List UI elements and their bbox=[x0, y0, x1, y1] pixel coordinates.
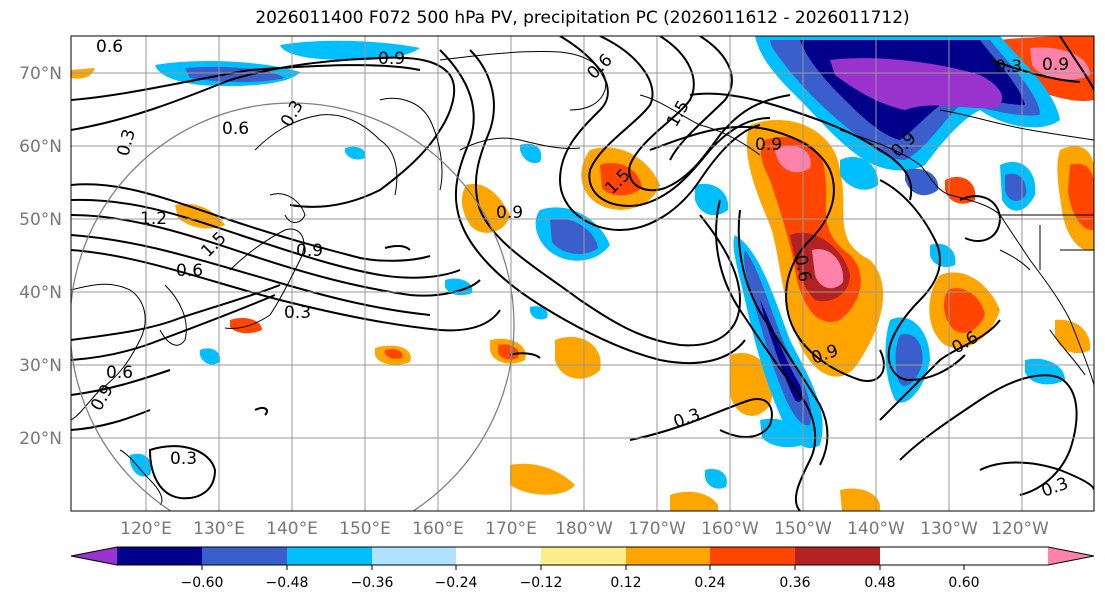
lat-label: 50°N bbox=[19, 210, 62, 230]
map-title: 2026011400 F072 500 hPa PV, precipitatio… bbox=[255, 8, 910, 28]
pv-label: 0.6 bbox=[106, 363, 133, 383]
colorbar-tick-label: 0.12 bbox=[610, 575, 641, 591]
lat-label: 70°N bbox=[19, 64, 62, 84]
lat-label: 30°N bbox=[19, 356, 62, 376]
pv-label: 0.3 bbox=[170, 449, 197, 469]
lon-label: 140°W bbox=[847, 519, 905, 539]
pv-label: 0.9 bbox=[378, 49, 405, 69]
colorbar-segment bbox=[287, 547, 372, 565]
lon-label: 160°W bbox=[701, 519, 759, 539]
latitude-axis: 70°N 60°N 50°N 40°N 30°N 20°N bbox=[19, 64, 62, 449]
lon-label: 170°E bbox=[485, 519, 537, 539]
colorbar-tick-label: 0.36 bbox=[779, 575, 810, 591]
pv-label: 0.3 bbox=[995, 57, 1022, 77]
pv-label: 0.6 bbox=[176, 261, 203, 281]
coastlines bbox=[71, 51, 1094, 506]
colorbar-segment bbox=[202, 547, 287, 565]
colorbar-ticks bbox=[201, 565, 965, 570]
lon-label: 150°W bbox=[774, 519, 832, 539]
colorbar-tick-label: −0.12 bbox=[520, 575, 563, 591]
colorbar-segment bbox=[626, 547, 710, 565]
lat-label: 20°N bbox=[19, 429, 62, 449]
precip-positive-shading bbox=[71, 36, 1094, 511]
colorbar-segment bbox=[117, 547, 202, 565]
map-frame bbox=[70, 35, 1095, 512]
pv-label: 0.6 bbox=[790, 253, 814, 283]
colorbar-tick-label: 0.48 bbox=[864, 575, 895, 591]
colorbar-tick-label: −0.24 bbox=[435, 575, 478, 591]
pv-contours bbox=[71, 36, 1094, 511]
pv-label: 0.9 bbox=[755, 135, 782, 155]
colorbar-tick-label: 0.60 bbox=[948, 575, 979, 591]
colorbar-extend-low bbox=[71, 547, 117, 565]
map-content: 0.6 0.9 0.3 0.6 0.3 0.9 1.2 1.5 0.6 0.9 … bbox=[71, 36, 1094, 511]
lon-label: 130°W bbox=[920, 519, 978, 539]
colorbar-extend-high bbox=[1048, 547, 1094, 565]
graticule bbox=[71, 36, 1094, 511]
colorbar-segment bbox=[456, 547, 541, 565]
colorbar-tick-label: −0.60 bbox=[181, 575, 224, 591]
range-circle bbox=[71, 102, 515, 511]
lon-label: 130°E bbox=[193, 519, 245, 539]
lon-label: 120°E bbox=[120, 519, 172, 539]
lon-label: 160°E bbox=[412, 519, 464, 539]
lon-label: 150°E bbox=[339, 519, 391, 539]
colorbar-tick-label: 0.24 bbox=[694, 575, 725, 591]
pv-label: 0.3 bbox=[284, 303, 311, 323]
colorbar-segment bbox=[372, 547, 456, 565]
lat-label: 40°N bbox=[19, 283, 62, 303]
colorbar-outline bbox=[70, 546, 1095, 566]
colorbar-tick-label: −0.48 bbox=[266, 575, 309, 591]
lon-label: 170°W bbox=[628, 519, 686, 539]
lat-label: 60°N bbox=[19, 137, 62, 157]
lon-label: 180°W bbox=[555, 519, 613, 539]
colorbar: −0.60 −0.48 −0.36 −0.24 −0.12 0.12 0.24 … bbox=[70, 546, 1095, 591]
lon-label: 140°E bbox=[266, 519, 318, 539]
colorbar-segment bbox=[795, 547, 880, 565]
colorbar-segment bbox=[541, 547, 626, 565]
pv-label: 0.9 bbox=[496, 203, 523, 223]
pv-label: 0.6 bbox=[222, 119, 249, 139]
pv-label: 0.6 bbox=[96, 37, 123, 57]
lon-label: 120°W bbox=[991, 519, 1049, 539]
pv-label: 0.9 bbox=[1042, 55, 1069, 75]
longitude-axis: 120°E 130°E 140°E 150°E 160°E 170°E 180°… bbox=[120, 519, 1049, 539]
pv-label: 1.2 bbox=[140, 209, 167, 229]
pv-label: 0.9 bbox=[296, 241, 323, 261]
colorbar-segment bbox=[710, 547, 795, 565]
colorbar-tick-label: −0.36 bbox=[351, 575, 394, 591]
